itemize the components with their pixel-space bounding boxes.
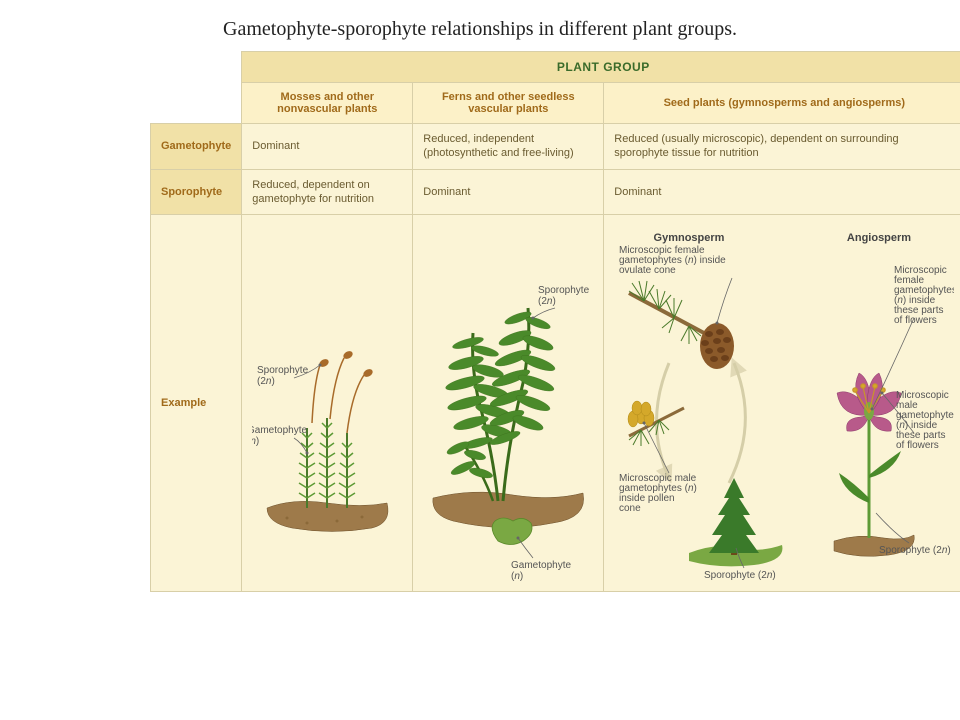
seed-diagram: Gymnosperm Angiosperm	[614, 223, 954, 583]
fern-diagram: Sporophyte(2n) Gametophyte(n)	[423, 223, 593, 583]
moss-diagram: Sporophyte(2n) Gametophyte(n)	[252, 223, 402, 583]
gymnosperm-header: Gymnosperm	[654, 232, 725, 244]
fern-gametophyte-label: Gametophyte(n)	[511, 560, 571, 582]
cell-gam-seed: Reduced (usually microscopic), dependent…	[604, 124, 960, 170]
cell-spor-moss: Reduced, dependent on gametophyte for nu…	[242, 169, 413, 215]
angio-sporophyte-label: Sporophyte (2n)	[879, 545, 951, 556]
example-fern: Sporophyte(2n) Gametophyte(n)	[413, 215, 604, 592]
fern-sporophyte-icon	[445, 308, 557, 501]
cell-gam-moss: Dominant	[242, 124, 413, 170]
angiosperm-header: Angiosperm	[847, 232, 911, 244]
angio-male-label: Microscopicmalegametophytes(n) insidethe…	[896, 390, 954, 451]
angio-female-label: Microscopicfemalegametophytes(n) insidet…	[894, 265, 954, 326]
col-header-seed: Seed plants (gymnosperms and angiosperms…	[604, 83, 960, 124]
example-moss: Sporophyte(2n) Gametophyte(n)	[242, 215, 413, 592]
col-header-moss: Mosses and other nonvascular plants	[242, 83, 413, 124]
comparison-table: PLANT GROUP Mosses and other nonvascular…	[150, 51, 960, 592]
gymno-male-label: Microscopic malegametophytes (n)inside p…	[619, 473, 697, 514]
fern-gametophyte-icon	[492, 518, 532, 545]
col-header-fern: Ferns and other seedless vascular plants	[413, 83, 604, 124]
moss-gametophyte-label: Gametophyte(n)	[252, 425, 307, 447]
page-title: Gametophyte-sporophyte relationships in …	[0, 0, 960, 51]
gymno-female-label: Microscopic femalegametophytes (n) insid…	[619, 245, 726, 276]
cell-spor-seed: Dominant	[604, 169, 960, 215]
row-label-sporophyte: Sporophyte	[151, 169, 242, 215]
gymno-sporophyte-label: Sporophyte (2n)	[704, 570, 776, 581]
super-header: PLANT GROUP	[242, 52, 960, 83]
gymnosperm-ovulate-icon	[629, 281, 734, 369]
gymnosperm-tree-icon	[689, 478, 782, 566]
cell-gam-fern: Reduced, independent (photosynthetic and…	[413, 124, 604, 170]
cell-spor-fern: Dominant	[413, 169, 604, 215]
row-label-example: Example	[151, 215, 242, 592]
fern-sporophyte-label: Sporophyte(2n)	[538, 285, 590, 307]
moss-sporophyte-icon	[312, 350, 374, 434]
row-label-gametophyte: Gametophyte	[151, 124, 242, 170]
example-seed: Gymnosperm Angiosperm	[604, 215, 960, 592]
